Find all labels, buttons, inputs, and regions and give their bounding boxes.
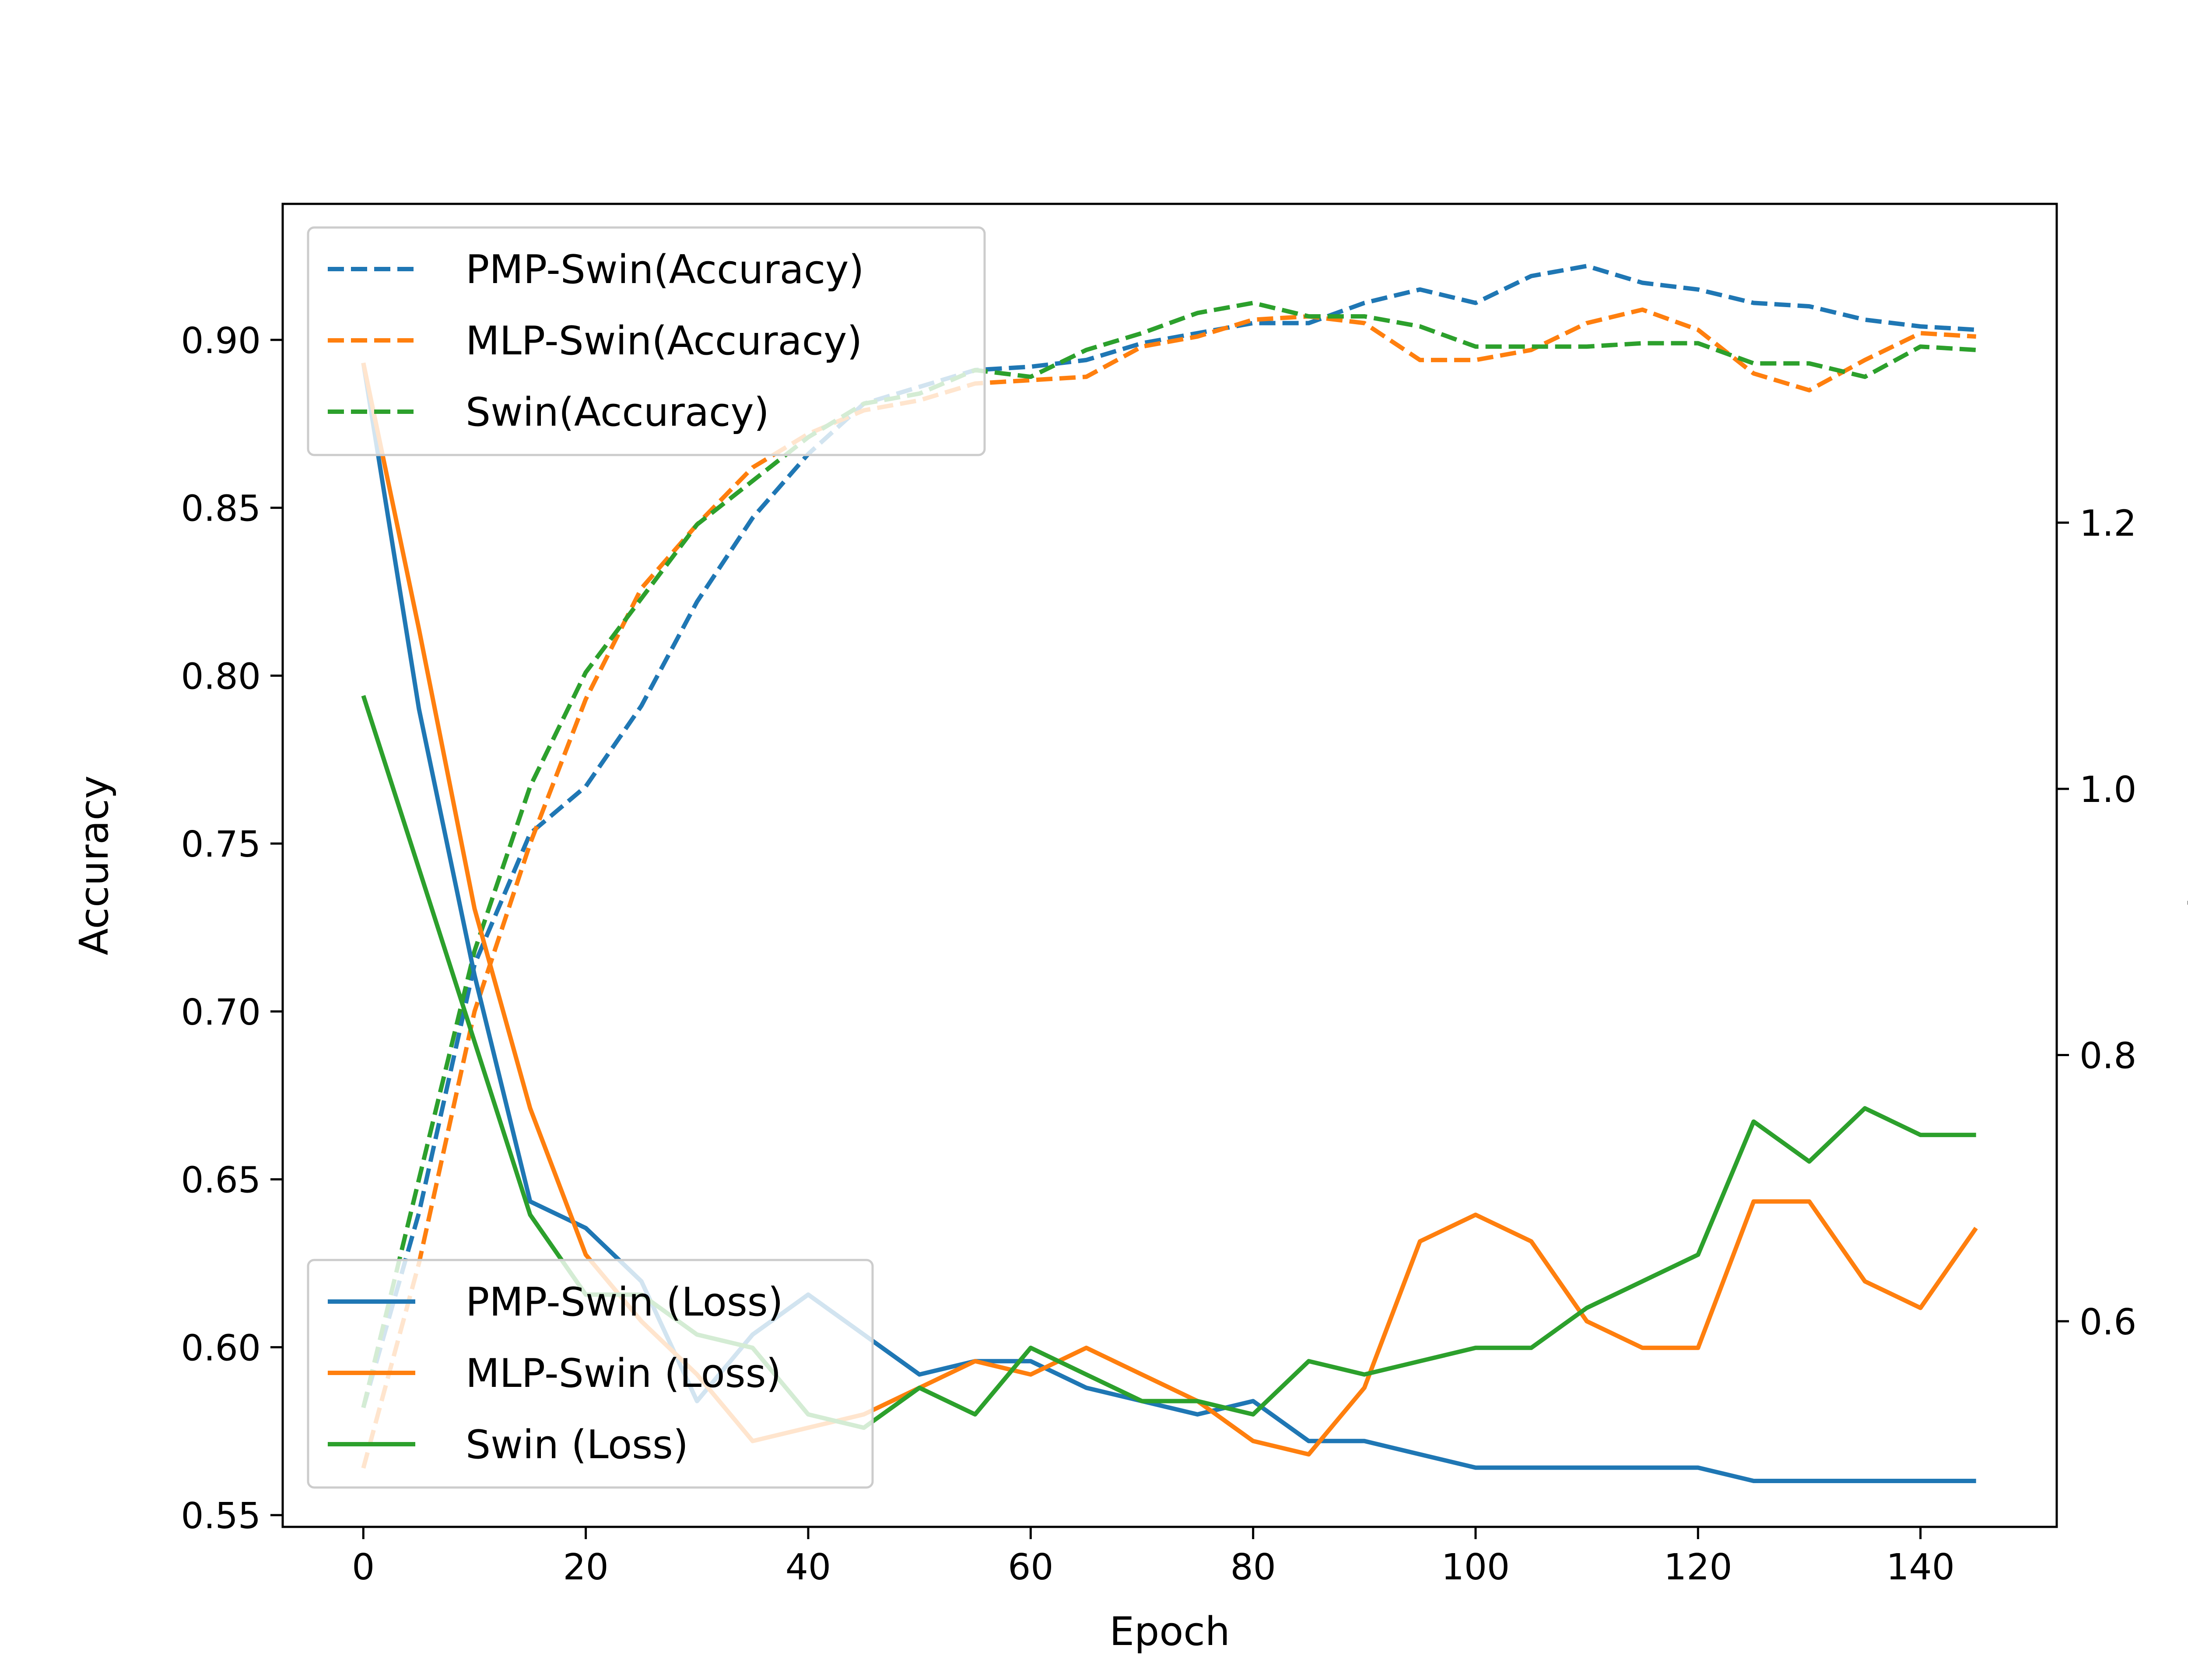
y-left-tick-label: 0.55 <box>181 1495 261 1537</box>
y-axis-left-label: Accuracy <box>71 776 117 956</box>
x-axis-label: Epoch <box>1109 1609 1230 1655</box>
y-right-tick-label: 1.0 <box>2079 769 2136 811</box>
x-tick-label: 0 <box>352 1547 375 1588</box>
ticks-layer: 0 20 40 60 80 100 120 140 0.55 0.60 0.65 0.70 0.75 0.… <box>181 320 2136 1588</box>
legend-label-swin-loss: Swin (Loss) <box>466 1422 688 1468</box>
y-right-tick-label: 1.2 <box>2079 503 2136 545</box>
y-axis-right-label: Loss <box>2180 822 2188 908</box>
x-tick-label: 120 <box>1664 1547 1732 1588</box>
legend-label-swin-accuracy: Swin(Accuracy) <box>466 389 769 435</box>
y-left-tick-label: 0.80 <box>181 656 261 697</box>
series-line-mlp-swin-accuracy <box>361 307 1977 1469</box>
x-tick-label: 40 <box>785 1547 831 1588</box>
legend-label-pmp-swin-accuracy: PMP-Swin(Accuracy) <box>466 247 864 293</box>
y-left-tick-label: 0.75 <box>181 824 261 865</box>
y-left-tick-label: 0.65 <box>181 1160 261 1201</box>
legend-label-mlp-swin-loss: MLP-Swin (Loss) <box>466 1351 782 1396</box>
legend-box <box>307 226 986 456</box>
legend-label-mlp-swin-accuracy: MLP-Swin(Accuracy) <box>466 318 862 364</box>
x-tick-label: 140 <box>1886 1547 1955 1588</box>
x-tick-label: 20 <box>563 1547 608 1588</box>
series-line-swin-accuracy <box>361 301 1977 1408</box>
legend-box <box>307 1259 874 1489</box>
y-left-tick-label: 0.70 <box>181 992 261 1033</box>
y-left-tick-label: 0.85 <box>181 488 261 530</box>
y-left-tick-label: 0.90 <box>181 320 261 362</box>
series-line-pmp-swin-accuracy <box>361 264 1977 1408</box>
y-right-tick-label: 0.6 <box>2079 1302 2136 1343</box>
legend-loss: PMP-Swin (Loss) MLP-Swin (Loss) Swin (Loss… <box>307 1259 874 1489</box>
plot-frame <box>281 203 2058 1528</box>
y-right-tick-label: 0.8 <box>2079 1036 2136 1077</box>
x-tick-label: 60 <box>1008 1547 1053 1588</box>
x-tick-label: 80 <box>1230 1547 1276 1588</box>
y-left-tick-label: 0.60 <box>181 1327 261 1369</box>
legend-accuracy: PMP-Swin(Accuracy) MLP-Swin(Accuracy) Swin… <box>307 226 986 456</box>
x-tick-label: 100 <box>1441 1547 1510 1588</box>
legend-label-pmp-swin-loss: PMP-Swin (Loss) <box>466 1279 783 1325</box>
